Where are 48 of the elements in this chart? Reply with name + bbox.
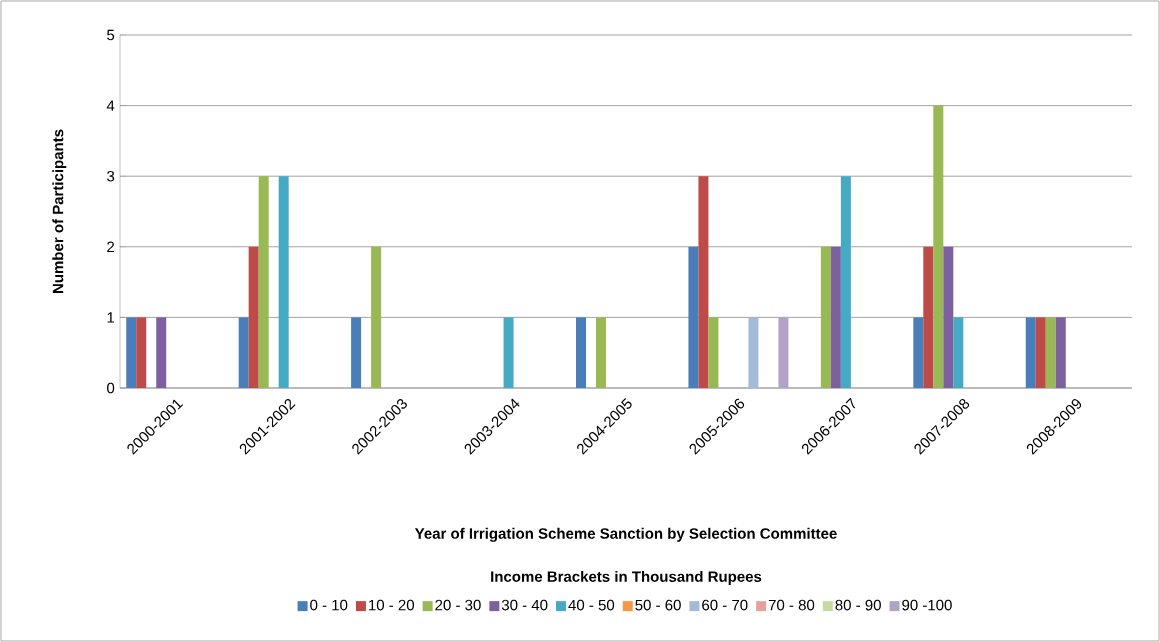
bar [923, 246, 934, 388]
bar [698, 176, 709, 388]
bar [248, 246, 259, 388]
x-axis-title: Year of Irrigation Scheme Sanction by Selection Committee [414, 527, 837, 542]
bar [778, 317, 789, 388]
legend-label: 80 - 90 [835, 599, 881, 611]
bar [575, 317, 586, 388]
legend-label: 10 - 20 [369, 599, 415, 611]
bar [840, 176, 851, 388]
bar [156, 317, 167, 388]
bar [1035, 317, 1046, 388]
bar [258, 176, 269, 388]
legend-label: 90 -100 [902, 599, 952, 611]
bar [708, 317, 719, 388]
y-tick-label: 1 [107, 312, 115, 323]
y-axis-title: Number of Participants [52, 129, 67, 293]
y-tick-label: 5 [107, 29, 115, 41]
bar [351, 317, 362, 388]
bar [136, 317, 147, 388]
bar [503, 317, 514, 388]
legend-label: 70 - 80 [768, 599, 815, 611]
bar [595, 317, 606, 388]
legend-label: 30 - 40 [501, 599, 548, 611]
bar [1045, 317, 1056, 388]
bar [278, 176, 289, 388]
bar [913, 317, 924, 388]
bar [953, 317, 964, 388]
legend-label: 50 - 60 [635, 599, 681, 611]
legend-label: 20 - 30 [435, 599, 481, 611]
bar [1025, 317, 1036, 388]
y-tick-label: 2 [107, 241, 115, 253]
legend-label: 0 - 10 [310, 599, 348, 611]
y-tick-label: 3 [107, 170, 115, 182]
bar [830, 246, 841, 388]
bar [933, 105, 944, 388]
legend-label: 60 - 70 [702, 599, 748, 611]
bar [688, 246, 699, 388]
bar [238, 317, 249, 388]
legend-label: 40 - 50 [568, 599, 615, 611]
y-tick-label: 0 [107, 382, 115, 394]
y-tick-label: 4 [106, 100, 115, 111]
bar [943, 246, 954, 388]
legend-title: Income Brackets in Thousand Rupees [491, 570, 762, 585]
bar [820, 246, 831, 388]
bar [1055, 317, 1066, 388]
bar [748, 317, 759, 388]
bar [126, 317, 137, 388]
bar [371, 246, 382, 388]
